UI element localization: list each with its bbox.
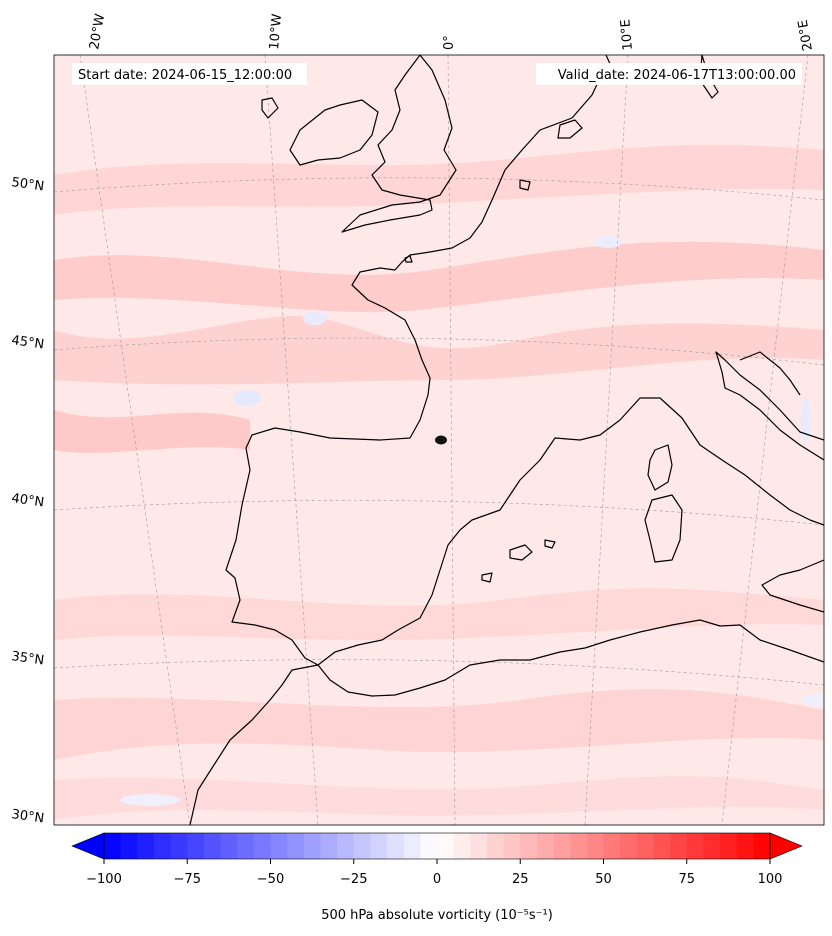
colorbar-tick-label: −100 bbox=[86, 872, 122, 887]
colorbar-step bbox=[237, 833, 255, 859]
colorbar-step bbox=[586, 833, 604, 859]
lat-label: 30°N bbox=[10, 807, 45, 826]
colorbar-extend-min bbox=[71, 832, 105, 860]
colorbar-step bbox=[736, 833, 754, 859]
colorbar-step bbox=[603, 833, 621, 859]
colorbar-step bbox=[253, 833, 271, 859]
colorbar-step bbox=[387, 833, 405, 859]
colorbar-step bbox=[720, 833, 738, 859]
colorbar-step bbox=[503, 833, 521, 859]
map-panel bbox=[54, 55, 824, 825]
colorbar-steps bbox=[104, 833, 771, 859]
colorbar-tick-label: −50 bbox=[257, 872, 284, 887]
colorbar-extend-max bbox=[769, 832, 803, 860]
lat-label: 40°N bbox=[10, 491, 45, 510]
lon-label: 10°E bbox=[618, 19, 636, 51]
lon-label: 0° bbox=[442, 35, 457, 50]
valid-date-label: Valid_date: 2024-06-17T13:00:00.00 bbox=[558, 68, 796, 83]
location-marker bbox=[435, 435, 447, 445]
colorbar-step bbox=[403, 833, 421, 859]
header-bar: Start date: 2024-06-15_12:00:00 Valid_da… bbox=[72, 63, 802, 85]
colorbar-step bbox=[703, 833, 721, 859]
colorbar-step bbox=[153, 833, 172, 859]
colorbar-step bbox=[753, 833, 771, 859]
colorbar-step bbox=[686, 833, 704, 859]
colorbar-step bbox=[453, 833, 471, 859]
colorbar-step bbox=[470, 833, 488, 859]
colorbar-step bbox=[187, 833, 205, 859]
lat-label: 35°N bbox=[10, 649, 45, 668]
lon-label: 10°W bbox=[267, 13, 285, 50]
lat-label: 45°N bbox=[10, 333, 45, 352]
colorbar-step bbox=[170, 833, 188, 859]
colorbar-step bbox=[370, 833, 388, 859]
colorbar-tick-label: −75 bbox=[174, 872, 201, 887]
colorbar-step bbox=[337, 833, 355, 859]
colorbar-step bbox=[636, 833, 654, 859]
colorbar-step bbox=[120, 833, 138, 859]
colorbar-tick-labels: −100 −75 −50 −25 0 25 50 75 100 bbox=[86, 872, 782, 887]
colorbar-step bbox=[353, 833, 371, 859]
colorbar-tick-label: 100 bbox=[758, 872, 783, 887]
colorbar-step bbox=[536, 833, 555, 859]
lon-label: 20°W bbox=[87, 13, 108, 51]
colorbar-tick-label: 75 bbox=[678, 872, 695, 887]
colorbar-step bbox=[270, 833, 288, 859]
colorbar-step bbox=[203, 833, 222, 859]
colorbar-step bbox=[287, 833, 305, 859]
map-border bbox=[53, 54, 825, 826]
colorbar-step bbox=[520, 833, 538, 859]
colorbar-tick-label: −25 bbox=[340, 872, 367, 887]
colorbar-step bbox=[620, 833, 638, 859]
colorbar-step bbox=[570, 833, 588, 859]
start-date-box bbox=[72, 63, 307, 85]
colorbar-tick-label: 0 bbox=[433, 872, 441, 887]
latitude-labels: 50°N 45°N 40°N 35°N 30°N bbox=[10, 175, 45, 826]
colorbar-step bbox=[670, 833, 688, 859]
colorbar-step bbox=[437, 833, 455, 859]
start-date-label: Start date: 2024-06-15_12:00:00 bbox=[78, 68, 292, 83]
colorbar-step bbox=[320, 833, 338, 859]
colorbar-step bbox=[420, 833, 438, 859]
colorbar-ticks bbox=[103, 859, 771, 864]
colorbar-step bbox=[486, 833, 505, 859]
longitude-labels: 20°W 10°W 0° 10°E 20°E bbox=[87, 13, 816, 52]
colorbar-step bbox=[553, 833, 571, 859]
valid-date-box bbox=[536, 63, 802, 85]
graticule-lines bbox=[54, 55, 824, 825]
colorbar-label: 500 hPa absolute vorticity (10⁻⁵s⁻¹) bbox=[321, 908, 553, 923]
colorbar-tick-label: 50 bbox=[595, 872, 612, 887]
lon-label: 20°E bbox=[796, 19, 816, 52]
lat-label: 50°N bbox=[10, 175, 45, 194]
colorbar-tick-label: 25 bbox=[512, 872, 529, 887]
vorticity-contours bbox=[54, 144, 824, 820]
colorbar-step bbox=[137, 833, 155, 859]
colorbar-step bbox=[303, 833, 321, 859]
colorbar-step bbox=[653, 833, 671, 859]
colorbar-step bbox=[104, 833, 122, 859]
colorbar: −100 −75 −50 −25 0 25 50 75 100 500 hPa … bbox=[71, 832, 803, 923]
colorbar-step bbox=[220, 833, 238, 859]
